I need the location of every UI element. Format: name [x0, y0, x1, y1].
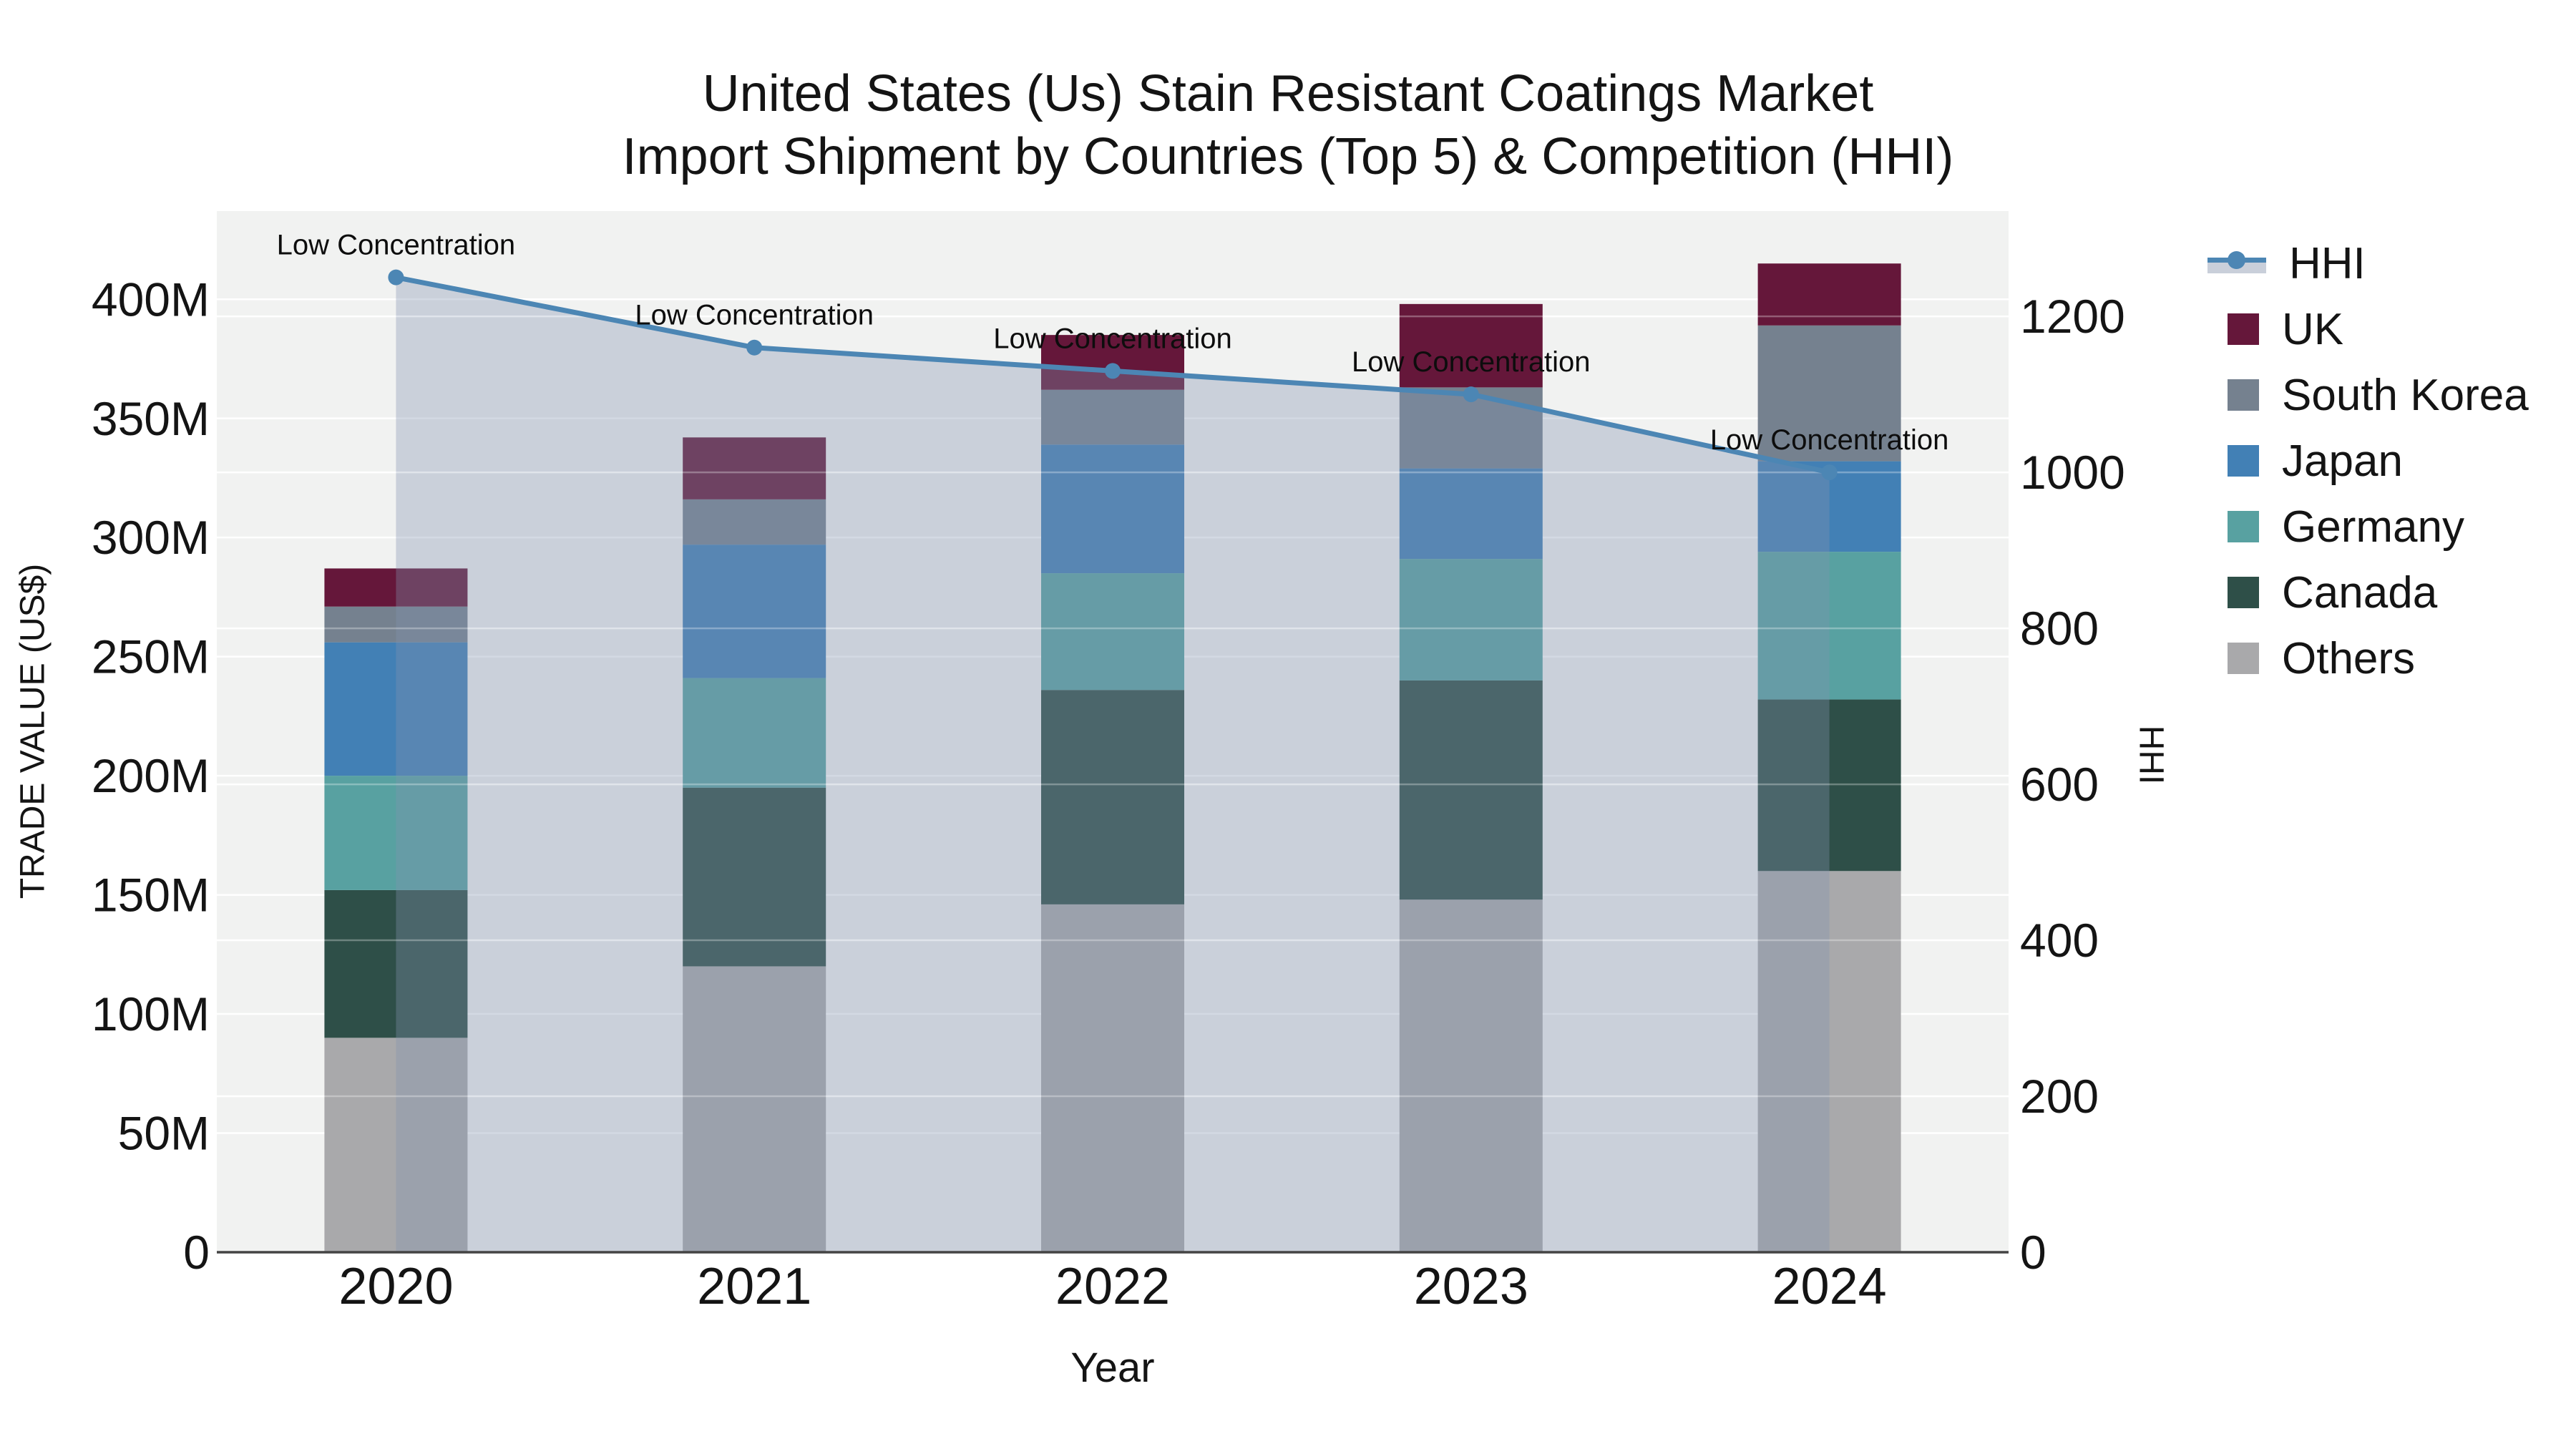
x-tick-label-2024: 2024: [1772, 1258, 1887, 1315]
y-right-tick-label: 1200: [2020, 290, 2125, 343]
chart-title-line2: Import Shipment by Countries (Top 5) & C…: [622, 127, 1954, 185]
legend-item-south-korea[interactable]: South Korea: [2207, 362, 2529, 428]
bar-segment-south-korea-2024[interactable]: [1757, 325, 1901, 462]
bar-segment-others-2023[interactable]: [1399, 899, 1543, 1252]
bar-segment-uk-2021[interactable]: [683, 437, 826, 499]
chart-title-line1: United States (Us) Stain Resistant Coati…: [702, 65, 1874, 122]
bar-segment-south-korea-2020[interactable]: [324, 606, 468, 643]
hhi-line-swatch-icon: [2207, 248, 2266, 279]
y-left-tick-label: 350M: [92, 392, 210, 445]
japan-color-swatch-icon: [2228, 445, 2259, 477]
bar-segment-uk-2023[interactable]: [1399, 303, 1543, 388]
hhi-marker-2021[interactable]: [746, 339, 763, 356]
annotation-2023: Low Concentration: [1352, 346, 1591, 378]
bar-segment-canada-2020[interactable]: [324, 889, 468, 1038]
legend-label: South Korea: [2282, 370, 2529, 420]
hhi-marker-2023[interactable]: [1463, 386, 1479, 403]
germany-color-swatch-icon: [2228, 511, 2259, 542]
bar-segment-germany-2021[interactable]: [683, 678, 826, 788]
bar-segment-canada-2023[interactable]: [1399, 680, 1543, 900]
others-color-swatch-icon: [2228, 643, 2259, 674]
y-right-tick-label: 600: [2020, 758, 2099, 811]
bar-segment-uk-2020[interactable]: [324, 568, 468, 607]
y-left-tick-label: 50M: [118, 1107, 210, 1160]
legend-item-others[interactable]: Others: [2207, 625, 2529, 691]
y-left-tick-label: 100M: [92, 987, 210, 1040]
y-left-tick-label: 400M: [92, 273, 210, 326]
legend-label: Germany: [2282, 502, 2464, 552]
bar-segment-germany-2022[interactable]: [1041, 573, 1184, 691]
y-left-tick-label: 150M: [92, 869, 210, 922]
x-tick-label-2023: 2023: [1414, 1258, 1528, 1315]
y-left-tick-label: 250M: [92, 630, 210, 683]
bar-segment-others-2021[interactable]: [683, 966, 826, 1252]
bar-segment-japan-2021[interactable]: [683, 545, 826, 678]
bar-segment-uk-2024[interactable]: [1757, 263, 1901, 326]
y-axis-title-right: HHI: [2132, 725, 2170, 785]
y-left-tick-label: 200M: [92, 749, 210, 802]
bar-segment-others-2020[interactable]: [324, 1038, 468, 1252]
legend: HHI UK South Korea Japan Germany Canada …: [2207, 230, 2529, 691]
bar-segment-canada-2021[interactable]: [683, 787, 826, 967]
y-axis-title-left: TRADE VALUE (US$): [14, 563, 52, 899]
chart-title: United States (Us) Stain Resistant Coati…: [0, 63, 2576, 189]
legend-item-hhi[interactable]: HHI: [2207, 230, 2529, 296]
legend-label: Canada: [2282, 567, 2438, 618]
hhi-marker-dot: [2228, 251, 2245, 269]
annotation-2021: Low Concentration: [635, 300, 874, 331]
bar-segment-others-2024[interactable]: [1757, 871, 1901, 1252]
annotation-2022: Low Concentration: [993, 323, 1232, 354]
bar-segment-germany-2023[interactable]: [1399, 559, 1543, 680]
legend-label: UK: [2282, 304, 2344, 354]
bar-segment-canada-2022[interactable]: [1041, 690, 1184, 904]
legend-item-canada[interactable]: Canada: [2207, 560, 2529, 625]
y-right-tick-label: 1000: [2020, 446, 2125, 499]
bar-segment-japan-2023[interactable]: [1399, 468, 1543, 560]
legend-item-germany[interactable]: Germany: [2207, 494, 2529, 560]
uk-color-swatch-icon: [2228, 313, 2259, 345]
y-right-tick-label: 800: [2020, 602, 2099, 655]
hhi-marker-2022[interactable]: [1105, 363, 1121, 379]
legend-label: Japan: [2282, 436, 2403, 486]
hhi-area-fill: [396, 277, 1830, 1253]
hhi-marker-2020[interactable]: [388, 269, 404, 286]
bar-segment-others-2022[interactable]: [1041, 904, 1184, 1252]
south-korea-color-swatch-icon: [2228, 379, 2259, 411]
bar-segment-japan-2022[interactable]: [1041, 444, 1184, 574]
x-tick-label-2020: 2020: [338, 1258, 453, 1315]
x-tick-label-2022: 2022: [1055, 1258, 1170, 1315]
legend-label: HHI: [2289, 238, 2366, 288]
bar-segment-south-korea-2022[interactable]: [1041, 389, 1184, 445]
annotation-2024: Low Concentration: [1710, 424, 1949, 456]
hhi-marker-2024[interactable]: [1821, 464, 1838, 481]
bar-segment-south-korea-2021[interactable]: [683, 499, 826, 545]
bar-segment-germany-2020[interactable]: [324, 776, 468, 890]
bar-segment-japan-2020[interactable]: [324, 642, 468, 776]
legend-item-uk[interactable]: UK: [2207, 296, 2529, 362]
y-right-tick-label: 0: [2020, 1226, 2046, 1279]
x-axis-title: Year: [1070, 1345, 1155, 1391]
y-left-tick-label: 300M: [92, 511, 210, 564]
legend-item-japan[interactable]: Japan: [2207, 428, 2529, 494]
y-right-tick-label: 200: [2020, 1070, 2099, 1123]
legend-label: Others: [2282, 633, 2416, 683]
bar-segment-germany-2024[interactable]: [1757, 552, 1901, 700]
x-tick-label-2021: 2021: [697, 1258, 811, 1315]
bar-segment-canada-2024[interactable]: [1757, 699, 1901, 872]
canada-color-swatch-icon: [2228, 577, 2259, 608]
annotation-2020: Low Concentration: [277, 230, 516, 261]
y-right-tick-label: 400: [2020, 914, 2099, 967]
bar-segment-uk-2022[interactable]: [1041, 335, 1184, 390]
y-left-tick-label: 0: [183, 1226, 210, 1279]
